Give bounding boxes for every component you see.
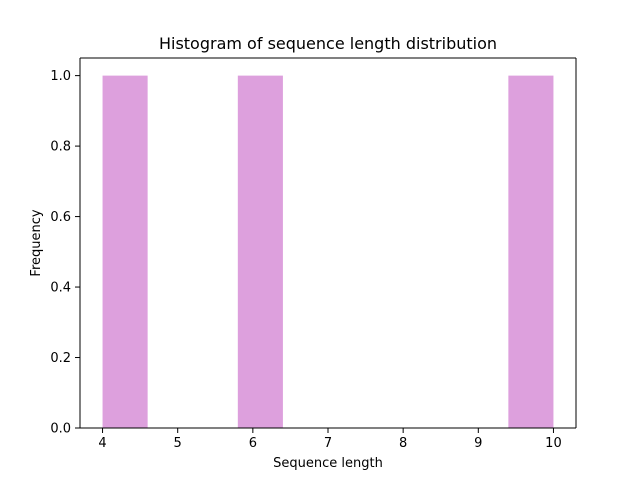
x-tick-label: 9 (474, 436, 482, 451)
y-tick-label: 0.6 (50, 210, 71, 225)
x-tick-label: 5 (174, 436, 182, 451)
plot-area: 4 5 6 7 8 9 10 0.0 0.2 0.4 0.6 0.8 1.0 (50, 57, 577, 451)
histogram-bar (102, 75, 148, 428)
x-axis-label: Sequence length (273, 456, 383, 471)
y-tick-label: 1.0 (50, 69, 71, 84)
y-axis-label: Frequency (29, 209, 44, 276)
histogram-bar (237, 75, 283, 428)
y-tick-label: 0.0 (50, 422, 71, 437)
y-tick-label: 0.8 (50, 140, 71, 155)
x-tick-label: 8 (399, 436, 407, 451)
chart-title: Histogram of sequence length distributio… (159, 34, 497, 53)
y-tick-label: 0.4 (50, 281, 71, 296)
y-tick-label: 0.2 (50, 351, 71, 366)
x-tick-label: 7 (324, 436, 332, 451)
histogram-bar (508, 75, 554, 428)
x-tick-label: 10 (545, 436, 562, 451)
x-tick-label: 4 (98, 436, 106, 451)
x-tick-label: 6 (249, 436, 257, 451)
